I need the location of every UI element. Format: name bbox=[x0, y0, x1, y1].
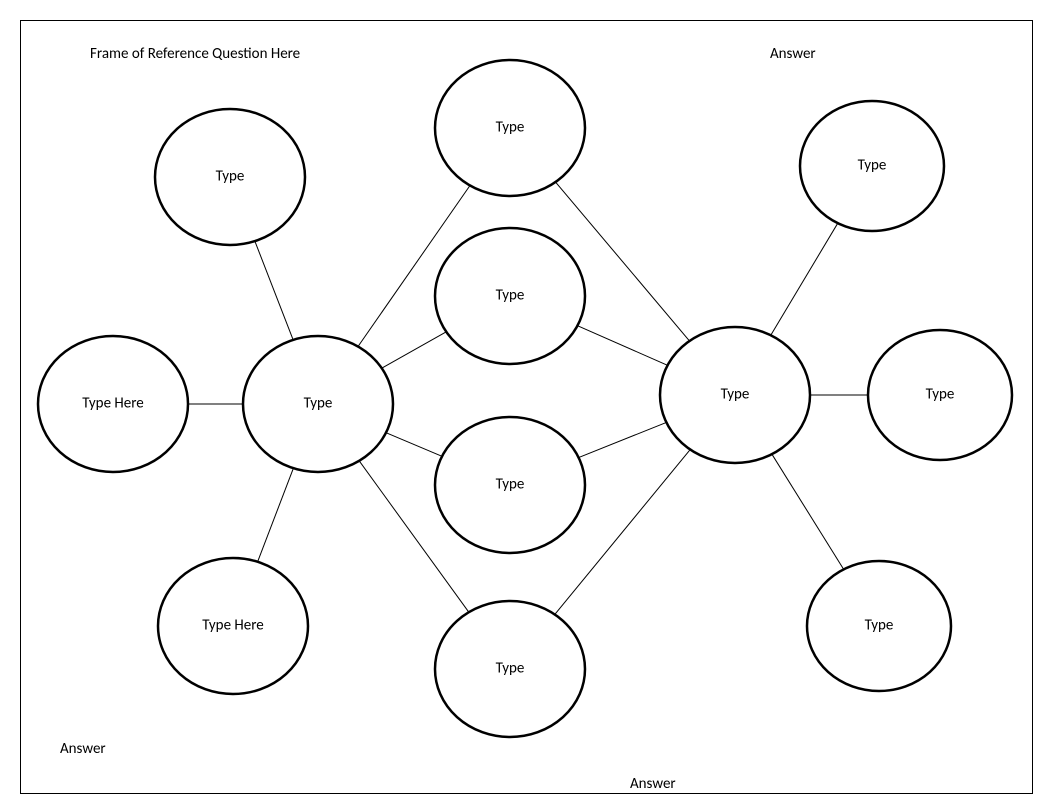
node-label: Type bbox=[496, 287, 525, 305]
node-label: Type bbox=[858, 157, 887, 175]
node-R_mid: Type bbox=[868, 330, 1012, 460]
node-label: Type bbox=[496, 660, 525, 678]
nodes-group: Type Type Here Type Here Type Type Type Type Ty… bbox=[38, 60, 1012, 737]
node-label: Type Here bbox=[82, 395, 143, 413]
edge bbox=[255, 241, 293, 340]
node-label: Type Here bbox=[202, 617, 263, 635]
node-label: Type bbox=[216, 168, 245, 186]
node-C_2: Type bbox=[435, 228, 585, 364]
node-R_top: Type bbox=[800, 101, 944, 231]
edge bbox=[382, 332, 447, 368]
node-C_4: Type bbox=[435, 601, 585, 737]
node-C_1: Type bbox=[435, 60, 585, 196]
edge bbox=[771, 223, 838, 335]
edge bbox=[579, 422, 667, 457]
node-label: Type bbox=[496, 119, 525, 137]
node-R_center: Type bbox=[660, 327, 810, 463]
node-L_top: Type bbox=[155, 109, 305, 245]
node-L_bot: Type Here bbox=[158, 558, 308, 694]
node-L_mid: Type Here bbox=[38, 336, 188, 472]
network-diagram: Type Type Here Type Here Type Type Type Type Ty… bbox=[0, 0, 1051, 811]
edge bbox=[386, 433, 442, 457]
node-label: Type bbox=[865, 617, 894, 635]
edge bbox=[258, 468, 294, 562]
edge bbox=[577, 326, 667, 366]
node-label: Type bbox=[496, 476, 525, 494]
node-label: Type bbox=[304, 395, 333, 413]
node-L_center: Type bbox=[243, 336, 393, 472]
edge bbox=[772, 454, 844, 569]
node-C_3: Type bbox=[435, 417, 585, 553]
node-label: Type bbox=[926, 386, 955, 404]
node-R_bot: Type bbox=[807, 561, 951, 691]
node-label: Type bbox=[721, 386, 750, 404]
diagram-canvas: Frame of Reference Question Here Answer … bbox=[0, 0, 1051, 811]
